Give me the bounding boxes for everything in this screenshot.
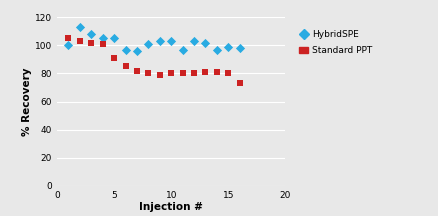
- Point: [156, 39, 163, 43]
- Legend: HybridSPE, Standard PPT: HybridSPE, Standard PPT: [298, 30, 371, 56]
- Point: [201, 41, 208, 44]
- Point: [224, 72, 231, 75]
- Point: [201, 70, 208, 74]
- Y-axis label: % Recovery: % Recovery: [22, 67, 32, 136]
- Point: [133, 69, 140, 72]
- Point: [236, 46, 243, 50]
- Point: [213, 70, 220, 74]
- Point: [122, 48, 129, 51]
- Point: [213, 48, 220, 51]
- Point: [156, 73, 163, 77]
- Point: [88, 41, 95, 44]
- Point: [88, 32, 95, 36]
- Point: [99, 42, 106, 46]
- Point: [110, 37, 117, 40]
- Point: [167, 72, 174, 75]
- Point: [167, 39, 174, 43]
- Point: [190, 39, 197, 43]
- Point: [145, 72, 152, 75]
- Point: [190, 72, 197, 75]
- Point: [179, 48, 186, 51]
- Point: [110, 56, 117, 60]
- Point: [224, 45, 231, 49]
- Point: [122, 65, 129, 68]
- Point: [99, 37, 106, 40]
- Point: [65, 37, 72, 40]
- Point: [133, 49, 140, 53]
- X-axis label: Injection #: Injection #: [139, 202, 203, 212]
- Point: [145, 42, 152, 46]
- Point: [236, 82, 243, 85]
- Point: [179, 72, 186, 75]
- Point: [76, 25, 83, 29]
- Point: [65, 44, 72, 47]
- Point: [76, 39, 83, 43]
